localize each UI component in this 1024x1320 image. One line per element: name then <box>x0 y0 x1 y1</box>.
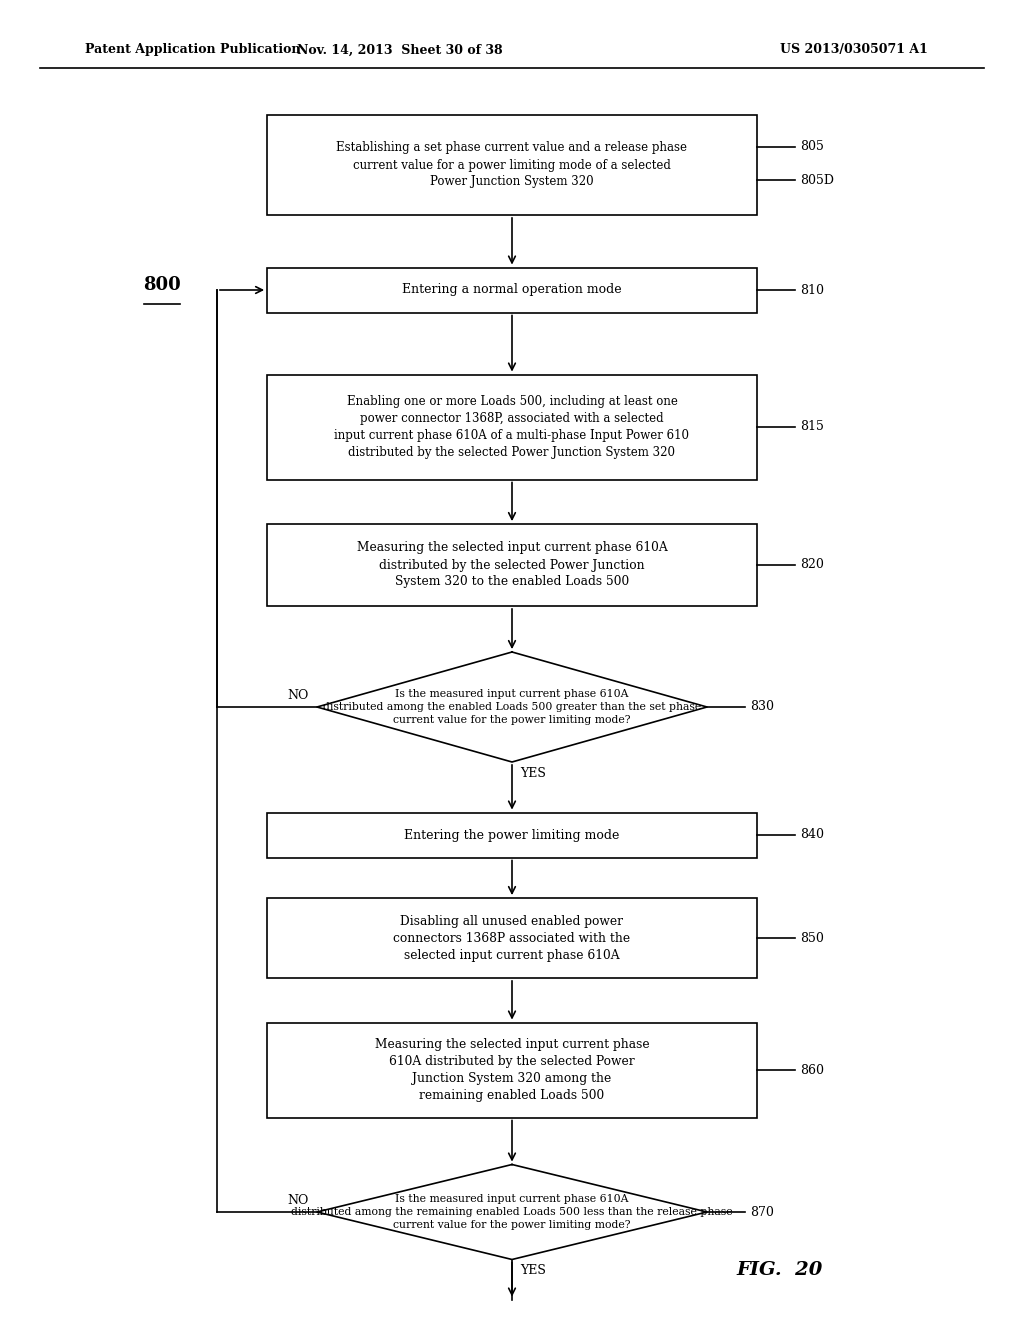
Text: NO: NO <box>288 689 309 702</box>
Bar <box>267 115 757 215</box>
Text: 805D: 805D <box>800 173 834 186</box>
Text: Is the measured input current phase 610A
distributed among the enabled Loads 500: Is the measured input current phase 610A… <box>323 689 701 725</box>
Text: FIG.  20: FIG. 20 <box>737 1261 823 1279</box>
Text: Nov. 14, 2013  Sheet 30 of 38: Nov. 14, 2013 Sheet 30 of 38 <box>297 44 503 57</box>
Polygon shape <box>317 1164 707 1259</box>
Bar <box>267 524 757 606</box>
Text: 815: 815 <box>800 421 824 433</box>
Text: 850: 850 <box>800 932 824 945</box>
Text: 805: 805 <box>800 140 824 153</box>
Text: Measuring the selected input current phase
610A distributed by the selected Powe: Measuring the selected input current pha… <box>375 1038 649 1102</box>
Text: 860: 860 <box>800 1064 824 1077</box>
Text: 800: 800 <box>143 276 181 294</box>
Text: Measuring the selected input current phase 610A
distributed by the selected Powe: Measuring the selected input current pha… <box>356 541 668 589</box>
Text: Disabling all unused enabled power
connectors 1368P associated with the
selected: Disabling all unused enabled power conne… <box>393 915 631 961</box>
Text: Patent Application Publication: Patent Application Publication <box>85 44 300 57</box>
Text: NO: NO <box>288 1195 309 1206</box>
Text: YES: YES <box>520 1265 546 1278</box>
Text: 830: 830 <box>750 701 774 714</box>
Text: Entering a normal operation mode: Entering a normal operation mode <box>402 284 622 297</box>
Text: Establishing a set phase current value and a release phase
current value for a p: Establishing a set phase current value a… <box>337 141 687 189</box>
Bar <box>267 898 757 978</box>
Bar <box>267 268 757 313</box>
Bar <box>267 375 757 479</box>
Polygon shape <box>317 652 707 762</box>
Text: Entering the power limiting mode: Entering the power limiting mode <box>404 829 620 842</box>
Text: 820: 820 <box>800 558 824 572</box>
Bar <box>267 1023 757 1118</box>
Text: 840: 840 <box>800 829 824 842</box>
Text: Enabling one or more Loads 500, including at least one
power connector 1368P, as: Enabling one or more Loads 500, includin… <box>335 395 689 459</box>
Bar <box>267 813 757 858</box>
Text: 870: 870 <box>750 1205 774 1218</box>
Text: YES: YES <box>520 767 546 780</box>
Text: 810: 810 <box>800 284 824 297</box>
Text: Is the measured input current phase 610A
distributed among the remaining enabled: Is the measured input current phase 610A… <box>291 1195 733 1230</box>
Text: US 2013/0305071 A1: US 2013/0305071 A1 <box>780 44 928 57</box>
